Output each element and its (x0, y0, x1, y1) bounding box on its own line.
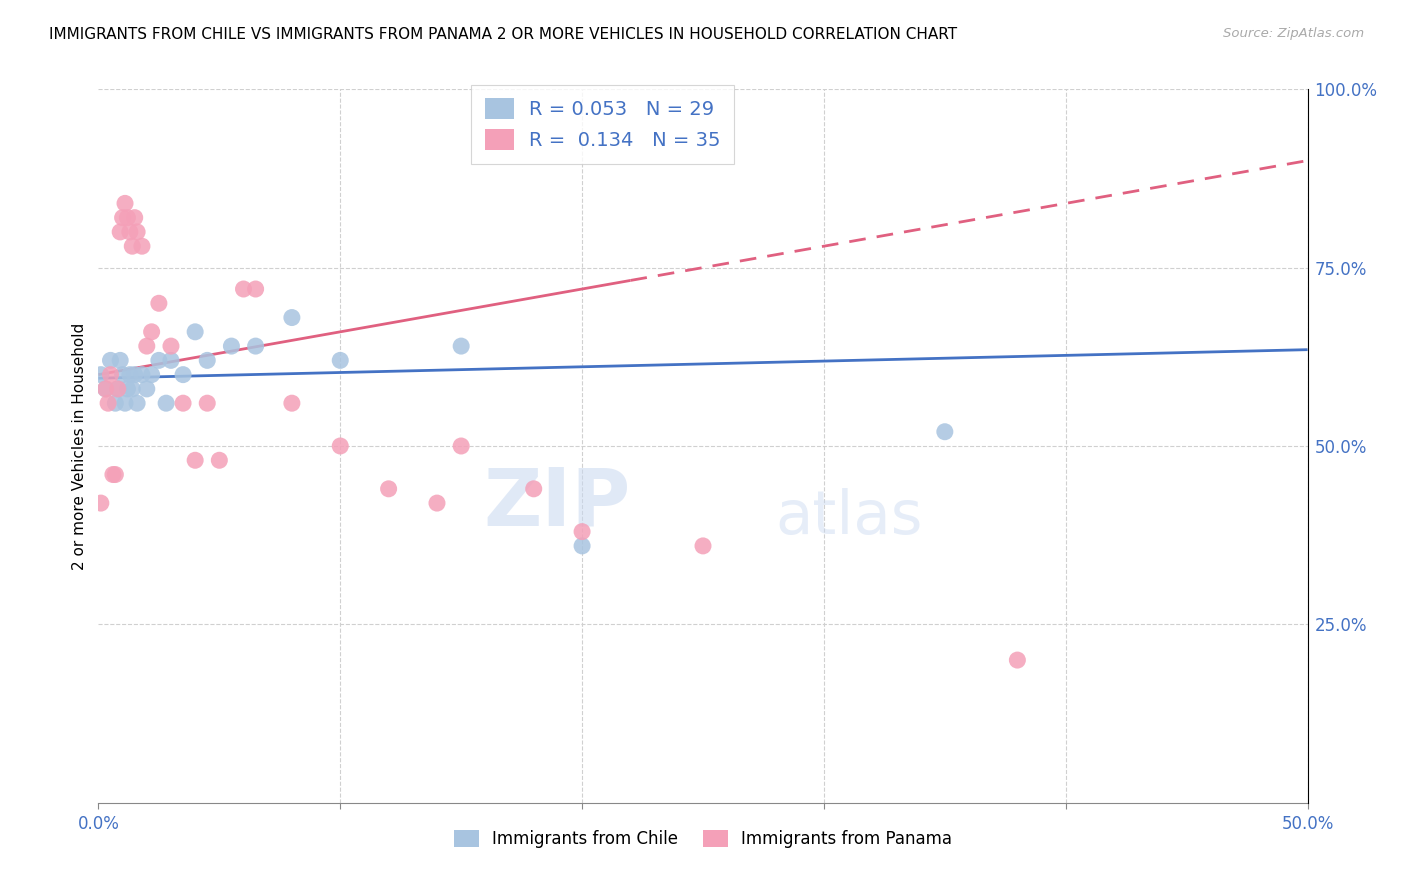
Legend: Immigrants from Chile, Immigrants from Panama: Immigrants from Chile, Immigrants from P… (447, 823, 959, 855)
Point (1007, 653, 1029, 667)
Point (121, 382, 143, 396)
Point (160, 339, 183, 353)
Point (523, 482, 546, 496)
Point (232, 282, 254, 296)
Point (221, 339, 243, 353)
Point (90, 368, 112, 382)
Point (426, 496, 449, 510)
Point (114, 396, 136, 410)
Point (100, 368, 122, 382)
Point (104, 396, 127, 410)
Point (124, 368, 146, 382)
Point (97, 396, 120, 410)
Point (108, 353, 131, 368)
Point (281, 310, 304, 325)
Point (195, 396, 218, 410)
Point (118, 368, 141, 382)
Y-axis label: 2 or more Vehicles in Household: 2 or more Vehicles in Household (72, 322, 87, 570)
Point (208, 453, 231, 467)
Point (160, 353, 183, 368)
Point (184, 453, 207, 467)
Text: ZIP: ZIP (484, 464, 630, 542)
Point (245, 339, 267, 353)
Point (94, 382, 117, 396)
Text: atlas: atlas (776, 488, 924, 547)
Point (245, 282, 267, 296)
Point (184, 325, 207, 339)
Point (172, 368, 194, 382)
Point (104, 467, 127, 482)
Point (934, 425, 956, 439)
Text: Source: ZipAtlas.com: Source: ZipAtlas.com (1223, 27, 1364, 40)
Point (111, 368, 134, 382)
Point (135, 339, 157, 353)
Text: IMMIGRANTS FROM CHILE VS IMMIGRANTS FROM PANAMA 2 OR MORE VEHICLES IN HOUSEHOLD : IMMIGRANTS FROM CHILE VS IMMIGRANTS FROM… (49, 27, 957, 42)
Point (127, 225, 149, 239)
Point (450, 439, 472, 453)
Point (117, 382, 139, 396)
Point (117, 211, 139, 225)
Point (107, 382, 129, 396)
Point (131, 239, 153, 253)
Point (90, 496, 112, 510)
Point (135, 382, 157, 396)
Point (100, 353, 122, 368)
Point (127, 396, 149, 410)
Point (148, 353, 170, 368)
Point (108, 225, 131, 239)
Point (692, 539, 714, 553)
Point (450, 339, 472, 353)
Point (329, 439, 352, 453)
Point (94, 382, 117, 396)
Point (571, 539, 593, 553)
Point (114, 196, 136, 211)
Point (148, 296, 170, 310)
Point (124, 211, 146, 225)
Point (329, 353, 352, 368)
Point (101, 467, 124, 482)
Point (131, 368, 153, 382)
Point (118, 225, 141, 239)
Point (571, 524, 593, 539)
Point (141, 325, 163, 339)
Point (172, 396, 194, 410)
Point (111, 211, 134, 225)
Point (377, 482, 399, 496)
Point (141, 368, 163, 382)
Point (281, 396, 304, 410)
Point (195, 353, 218, 368)
Point (155, 396, 177, 410)
Point (107, 382, 129, 396)
Point (121, 239, 143, 253)
